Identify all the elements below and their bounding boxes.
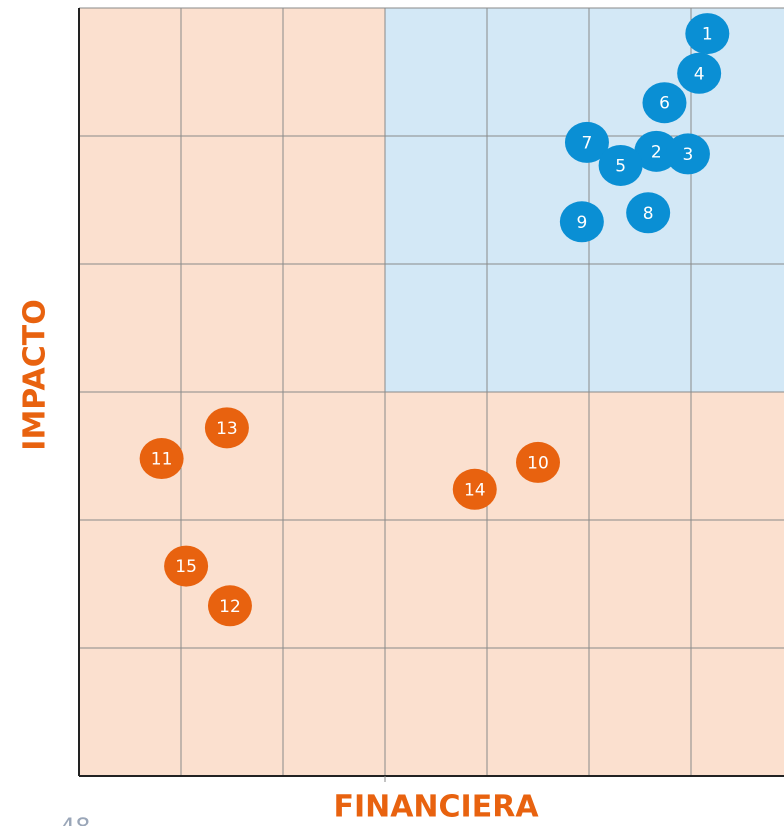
y-axis-title: IMPACTO	[18, 299, 53, 450]
point-label: 14	[464, 480, 486, 500]
point	[139, 438, 184, 480]
point-label: 8	[643, 204, 654, 224]
point	[207, 585, 252, 627]
point-label: 7	[582, 133, 593, 153]
point-label: 4	[694, 64, 705, 84]
point	[204, 407, 249, 449]
point-label: 11	[151, 450, 173, 470]
highlight-region	[385, 8, 784, 392]
point-label: 2	[651, 142, 662, 162]
point-label: 13	[216, 419, 238, 439]
point	[685, 13, 730, 55]
point-label: 15	[175, 557, 197, 577]
point	[452, 468, 497, 510]
point	[598, 144, 643, 186]
point	[665, 133, 710, 175]
point	[642, 82, 687, 124]
point	[516, 441, 560, 483]
point-label: 6	[659, 94, 670, 114]
point-label: 10	[527, 453, 549, 473]
point-label: 5	[615, 156, 626, 176]
point	[626, 192, 671, 234]
point	[677, 52, 722, 94]
point	[634, 130, 679, 172]
point	[164, 545, 209, 587]
point	[564, 121, 609, 163]
point-label: 3	[683, 145, 694, 165]
point-label: 12	[219, 597, 241, 617]
point-label: 9	[576, 213, 587, 233]
point-label: 1	[702, 25, 713, 45]
x-axis-title: FINANCIERA	[333, 790, 539, 825]
page-number: 48	[60, 813, 91, 826]
point	[559, 201, 604, 243]
